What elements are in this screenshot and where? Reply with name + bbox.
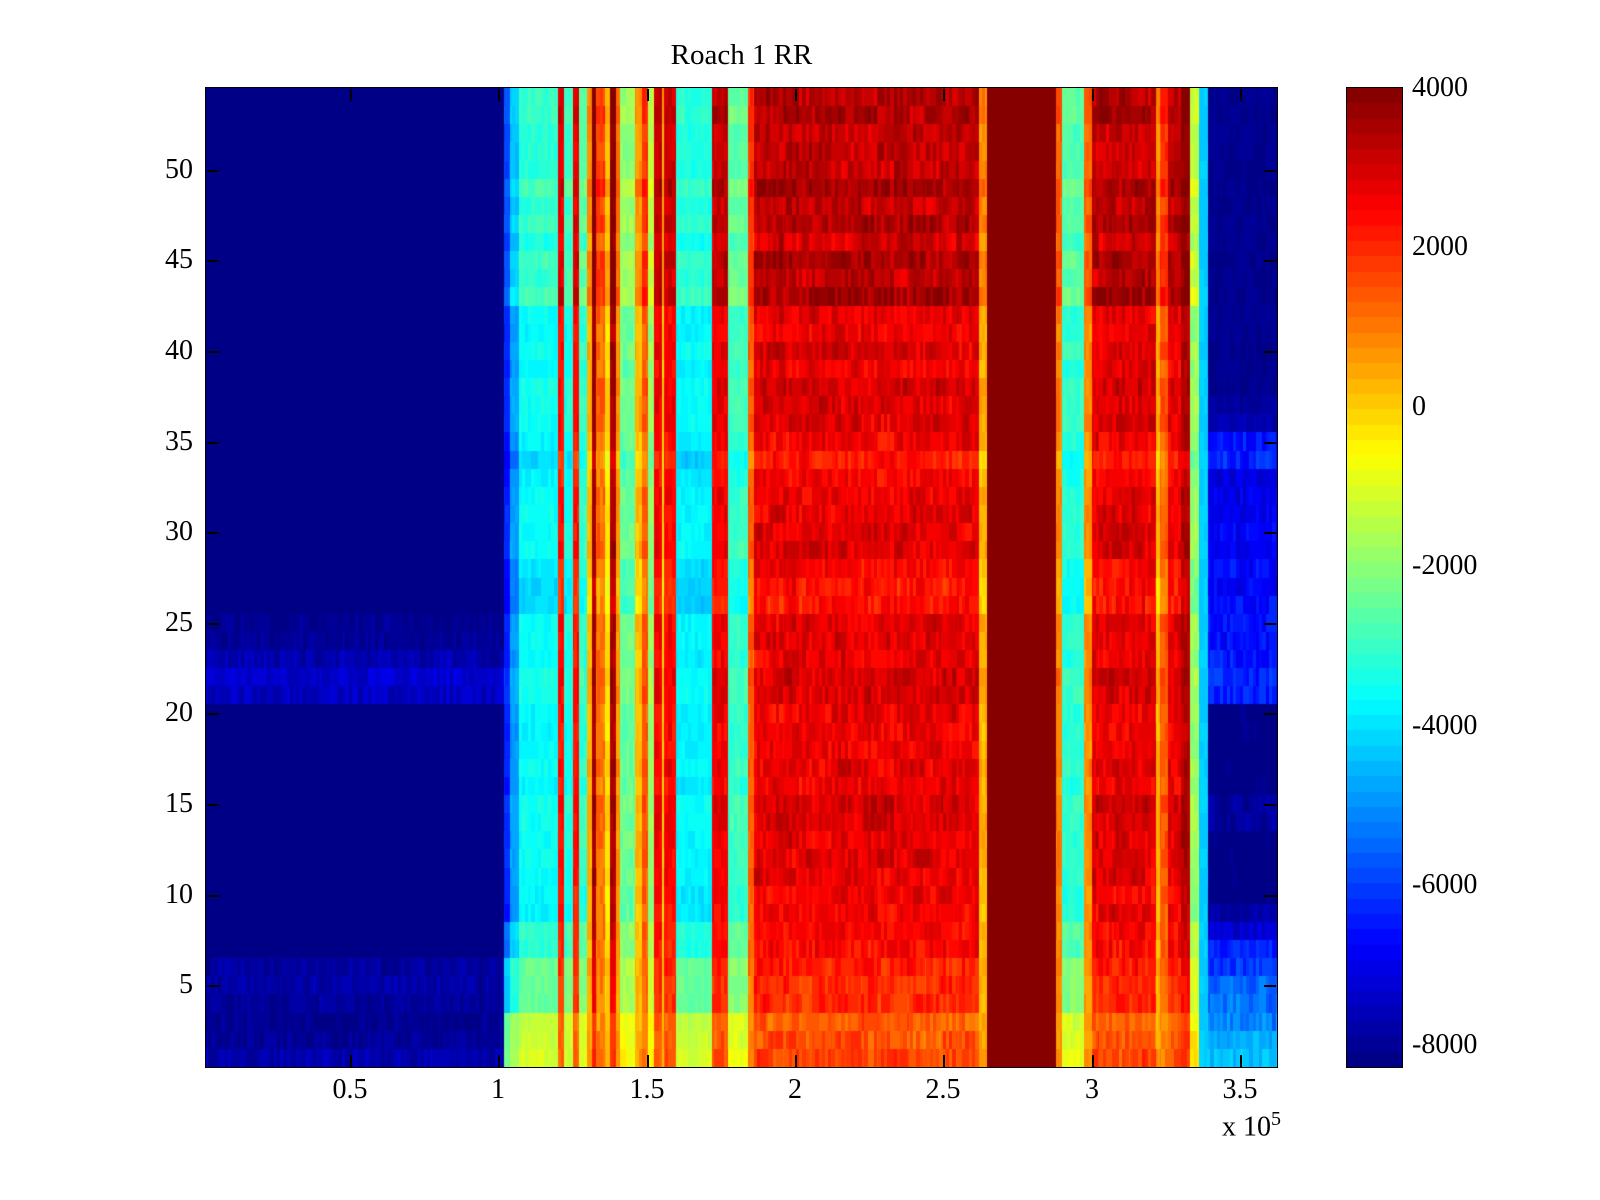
- y-tick-label: 40: [165, 335, 193, 366]
- colorbar-tick-label: -8000: [1412, 1029, 1478, 1060]
- y-tick-label: 20: [165, 697, 193, 728]
- x-tick-label: 3: [1085, 1074, 1099, 1105]
- x-scale-mantissa: x 10: [1222, 1111, 1271, 1143]
- x-tick-label: 2: [788, 1074, 802, 1105]
- colorbar-tick-label: 0: [1412, 391, 1426, 422]
- y-tick-label: 5: [179, 969, 193, 1000]
- x-tick-label: 3.5: [1222, 1074, 1258, 1105]
- colorbar-tick-label: -2000: [1412, 550, 1478, 581]
- colorbar-tick-label: -4000: [1412, 710, 1478, 741]
- x-tick-label: 2.5: [925, 1074, 961, 1105]
- heatmap-image: [206, 88, 1277, 1067]
- y-tick-label: 10: [165, 879, 193, 910]
- y-tick-label: 50: [165, 154, 193, 185]
- chart-title: Roach 1 RR: [670, 39, 813, 71]
- x-scale-exponent: 5: [1271, 1108, 1281, 1130]
- colorbar-tick-label: 2000: [1412, 231, 1468, 262]
- y-tick-label: 30: [165, 516, 193, 547]
- x-tick-label: 1.5: [629, 1074, 665, 1105]
- colorbar-tick-label: -6000: [1412, 869, 1478, 900]
- x-tick-label: 0.5: [332, 1074, 368, 1105]
- colorbar-image: [1347, 88, 1402, 1067]
- y-tick-label: 45: [165, 244, 193, 275]
- x-tick-label: 1: [491, 1074, 505, 1105]
- x-axis-scale-label: x 105: [1222, 1108, 1312, 1143]
- colorbar-tick-label: 4000: [1412, 72, 1468, 103]
- y-tick-label: 25: [165, 607, 193, 638]
- y-tick-label: 15: [165, 788, 193, 819]
- y-tick-label: 35: [165, 426, 193, 457]
